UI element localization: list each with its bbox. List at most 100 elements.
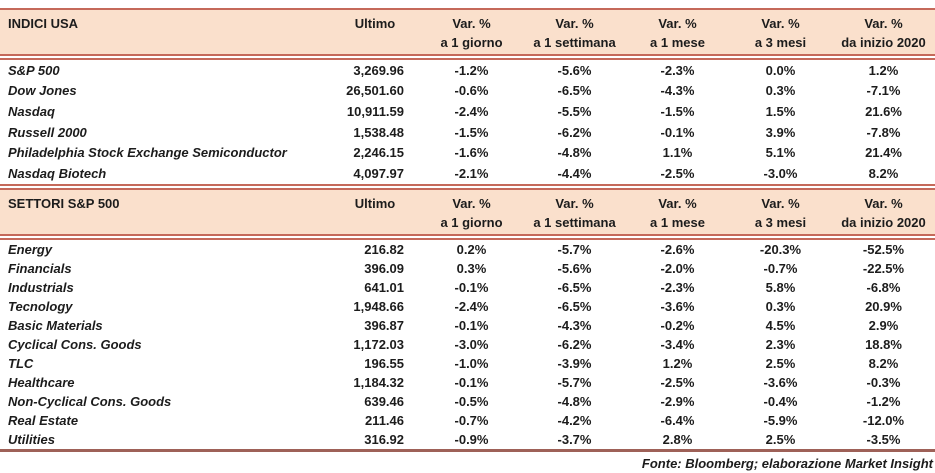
column-header: Var. % a 3 mesi xyxy=(729,14,832,52)
row-pct: -0.7% xyxy=(454,412,489,428)
row-label: S&P 500 xyxy=(8,62,60,78)
row-ultimo: 2,246.15 xyxy=(353,145,404,161)
column-header-line2: a 3 mesi xyxy=(754,35,807,50)
row-label: Cyclical Cons. Goods xyxy=(8,336,142,352)
row-pct: -2.0% xyxy=(660,260,695,276)
column-header-line1: Var. % xyxy=(761,16,800,31)
row-pct: -52.5% xyxy=(862,241,905,257)
row-pct: 5.1% xyxy=(765,145,796,161)
row-pct: 4.5% xyxy=(765,317,796,333)
row-ultimo: 1,172.03 xyxy=(353,336,404,352)
column-header: Ultimo xyxy=(330,14,420,52)
row-ultimo: 4,097.97 xyxy=(353,165,404,181)
row-pct: -2.1% xyxy=(454,165,489,181)
row-pct: 2.5% xyxy=(765,355,796,371)
row-ultimo: 641.01 xyxy=(364,279,404,295)
column-header-line2: a 1 mese xyxy=(650,214,705,230)
column-header-line2: a 1 giorno xyxy=(440,214,503,230)
column-header: Var. % a 1 settimana xyxy=(523,14,626,52)
column-header-line1: Var. % xyxy=(864,16,903,31)
row-pct: 0.3% xyxy=(765,83,796,99)
row-label: Utilities xyxy=(8,431,55,447)
table-row: Cyclical Cons. Goods 1,172.03 -3.0% -6.2% -3… xyxy=(0,335,935,354)
row-pct: -2.9% xyxy=(660,393,695,409)
column-header-line2 xyxy=(330,213,420,232)
table-row: Financials 396.09 0.3% -5.6% -2.0% -0.7% -22.5… xyxy=(0,259,935,278)
row-ultimo: 396.87 xyxy=(364,317,404,333)
row-label: Financials xyxy=(8,260,72,276)
row-pct: -0.7% xyxy=(763,260,798,276)
row-pct: 1.2% xyxy=(662,355,693,371)
source-note: Fonte: Bloomberg; elaborazione Market In… xyxy=(641,455,933,471)
settori-sp500-rows: Energy 216.82 0.2% -5.7% -2.6% -20.3% -52.5% Fi… xyxy=(0,240,935,449)
column-header-line1: Var. % xyxy=(864,195,903,211)
column-header-line2: da inizio 2020 xyxy=(841,214,926,230)
row-pct: -6.5% xyxy=(557,83,592,99)
column-header-line1: Var. % xyxy=(452,195,491,211)
table-row: Tecnology 1,948.66 -2.4% -6.5% -3.6% 0.3% 20.9… xyxy=(0,297,935,316)
row-ultimo: 196.55 xyxy=(364,355,404,371)
table-row: Healthcare 1,184.32 -0.1% -5.7% -2.5% -3.6% -0… xyxy=(0,373,935,392)
column-header: Var. % a 1 mese xyxy=(626,194,729,232)
row-pct: -12.0% xyxy=(862,412,905,428)
column-header-line1: Var. % xyxy=(452,16,491,31)
row-pct: -0.1% xyxy=(454,374,489,390)
row-pct: -1.5% xyxy=(454,124,489,140)
row-pct: -5.7% xyxy=(557,241,592,257)
row-pct: 0.2% xyxy=(456,241,487,257)
row-label: Dow Jones xyxy=(8,83,77,99)
table-row: Non-Cyclical Cons. Goods 639.46 -0.5% -4.8%… xyxy=(0,392,935,411)
table-row: Utilities 316.92 -0.9% -3.7% 2.8% 2.5% -3.5% xyxy=(0,430,935,449)
row-pct: -6.2% xyxy=(557,336,592,352)
row-pct: -3.9% xyxy=(557,355,592,371)
row-label: Non-Cyclical Cons. Goods xyxy=(8,393,172,409)
row-ultimo: 216.82 xyxy=(364,241,404,257)
row-ultimo: 639.46 xyxy=(364,393,404,409)
row-pct: 0.3% xyxy=(456,260,487,276)
row-label: TLC xyxy=(8,355,34,371)
row-pct: -1.2% xyxy=(454,62,489,78)
section-header-settori-sp500: SETTORI S&P 500 Ultimo Var. % a 1 giorno Va… xyxy=(0,189,935,234)
row-pct: -0.3% xyxy=(866,374,901,390)
row-pct: -6.8% xyxy=(866,279,901,295)
row-pct: -2.5% xyxy=(660,374,695,390)
row-pct: -0.5% xyxy=(454,393,489,409)
row-pct: -6.2% xyxy=(557,124,592,140)
section-title: INDICI USA xyxy=(8,16,79,31)
column-header-line1: Ultimo xyxy=(354,195,396,211)
column-header: Var. % a 1 giorno xyxy=(420,14,523,52)
column-header-line1: Var. % xyxy=(555,16,594,31)
section-header-indici-usa: INDICI USA Ultimo Var. % a 1 giorno Var. % a… xyxy=(0,10,935,54)
row-pct: -6.5% xyxy=(557,279,592,295)
table-row: Energy 216.82 0.2% -5.7% -2.6% -20.3% -52.5% xyxy=(0,240,935,259)
row-pct: -2.4% xyxy=(454,298,489,314)
table-row: Basic Materials 396.87 -0.1% -4.3% -0.2% 4.5%… xyxy=(0,316,935,335)
table-row: Real Estate 211.46 -0.7% -4.2% -6.4% -5.9% -12… xyxy=(0,411,935,430)
row-label: Russell 2000 xyxy=(8,124,87,140)
row-ultimo: 316.92 xyxy=(364,431,404,447)
column-header: Var. % a 1 mese xyxy=(626,14,729,52)
row-pct: -0.6% xyxy=(454,83,489,99)
row-pct: 5.8% xyxy=(765,279,796,295)
row-label: Philadelphia Stock Exchange Semiconducto… xyxy=(8,145,287,161)
row-ultimo: 1,538.48 xyxy=(353,124,404,140)
row-label: Energy xyxy=(8,241,53,257)
column-header-line2: a 1 giorno xyxy=(440,35,503,50)
column-header-line2: da inizio 2020 xyxy=(841,35,926,50)
row-pct: 1.5% xyxy=(765,103,796,119)
row-pct: 21.4% xyxy=(865,145,902,161)
row-label: Healthcare xyxy=(8,374,75,390)
row-ultimo: 1,948.66 xyxy=(353,298,404,314)
table-row: Russell 2000 1,538.48 -1.5% -6.2% -0.1% 3.9% -… xyxy=(0,122,935,143)
column-header-line2: a 1 settimana xyxy=(533,214,616,230)
row-pct: -4.4% xyxy=(557,165,592,181)
row-pct: -4.8% xyxy=(557,393,592,409)
row-pct: -2.5% xyxy=(660,165,695,181)
row-pct: -2.3% xyxy=(660,62,695,78)
row-pct: -3.4% xyxy=(660,336,695,352)
column-header-line2: a 1 mese xyxy=(650,35,705,50)
table-row: Nasdaq Biotech 4,097.97 -2.1% -4.4% -2.5% -3.… xyxy=(0,163,935,184)
row-pct: -0.1% xyxy=(454,317,489,333)
section-divider-rule xyxy=(0,183,935,190)
column-header: Var. % da inizio 2020 xyxy=(832,14,935,52)
